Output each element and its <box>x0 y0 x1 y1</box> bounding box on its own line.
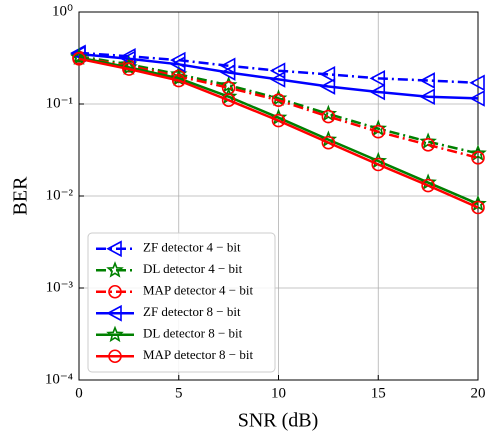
marker <box>419 72 435 89</box>
legend-label: ZF detector 4 − bit <box>143 240 241 255</box>
marker <box>271 113 286 128</box>
marker <box>106 304 122 322</box>
legend-box <box>87 232 276 373</box>
marker <box>321 109 336 124</box>
marker <box>319 104 338 122</box>
marker <box>171 73 186 88</box>
y-tick-label: 10⁰ <box>52 3 73 19</box>
marker <box>269 62 286 80</box>
marker <box>371 124 386 139</box>
y-tick-label: 10⁻³ <box>46 279 74 295</box>
marker <box>319 66 336 83</box>
marker <box>106 240 122 258</box>
series-line <box>78 55 479 155</box>
marker <box>106 325 124 343</box>
legend-label: DL detector 4 − bit <box>143 261 243 276</box>
x-axis-label: SNR (dB) <box>238 410 319 432</box>
legend-label: ZF detector 8 − bit <box>143 304 241 319</box>
series-line <box>78 51 479 85</box>
marker <box>221 93 236 107</box>
marker <box>471 200 485 215</box>
marker <box>106 261 124 278</box>
marker <box>122 62 136 76</box>
marker <box>469 90 485 107</box>
y-tick-label: 10⁻² <box>46 187 74 203</box>
series-line <box>78 52 479 100</box>
marker <box>108 349 122 364</box>
series-line <box>78 56 479 160</box>
marker <box>269 71 286 88</box>
marker <box>271 93 286 107</box>
marker <box>469 144 487 161</box>
marker <box>471 151 485 165</box>
marker <box>72 51 86 66</box>
y-axis-label: BER <box>10 176 32 216</box>
marker <box>419 88 435 106</box>
marker <box>219 64 236 81</box>
marker <box>421 138 435 152</box>
marker <box>369 70 386 87</box>
x-tick-label: 20 <box>471 385 486 401</box>
y-tick-label: 10⁻¹ <box>46 95 73 111</box>
legend-label: MAP detector 4 − bit <box>143 283 254 298</box>
x-tick-label: 15 <box>371 385 386 401</box>
x-tick-label: 0 <box>75 385 83 401</box>
marker <box>371 157 386 172</box>
legend-label: DL detector 8 − bit <box>143 326 243 341</box>
marker <box>170 55 186 73</box>
y-tick-label: 10⁻⁴ <box>45 371 73 387</box>
marker <box>321 135 336 150</box>
marker <box>369 83 386 101</box>
x-tick-label: 10 <box>271 385 286 401</box>
x-tick-label: 5 <box>175 385 183 401</box>
series-line <box>78 57 479 209</box>
legend-label: MAP detector 8 − bit <box>143 347 254 362</box>
marker <box>108 284 122 299</box>
marker <box>319 78 336 95</box>
legend: ZF detector 4 − bit DL detector 4 − bit MA… <box>87 232 276 373</box>
series-line <box>78 56 479 206</box>
marker <box>469 74 485 92</box>
marker <box>421 178 435 193</box>
